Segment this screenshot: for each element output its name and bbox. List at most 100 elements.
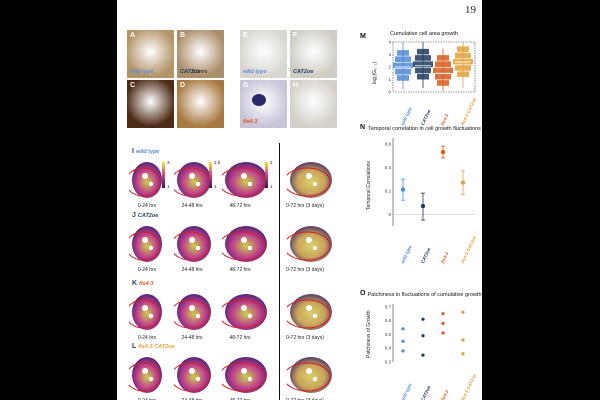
growth-heatmap [174,162,211,198]
y-tick-label: 0.6 [385,318,392,323]
x-category-label: fls4-3 [440,389,450,400]
panel-m-chart: 0 1 2 3 4 [388,40,476,95]
data-point [401,327,405,331]
box-segment [435,73,451,80]
photo-caption: fls4-3 [243,119,258,125]
growth-heatmap [222,162,267,198]
stain-blob [252,94,266,106]
data-point [420,203,426,209]
row-label: J CAT2oe [132,212,158,219]
box-segment [437,80,449,86]
row-genotype: wild type [135,149,160,155]
data-point [401,349,405,353]
row-genotype: fls4-3 [139,281,154,287]
data-point [441,312,445,316]
x-category-label: fls4-3 CAT2oe [460,97,478,127]
y-tick-label: 0.4 [385,346,392,351]
time-caption: 48-72 hrs [229,335,251,341]
time-caption: 48-72 hrs [218,398,262,400]
box-segment [433,67,453,74]
panel-divider [279,143,280,400]
box-segment [395,68,411,75]
x-category-label: fls4-3 [440,113,450,127]
x-category-label: CAT2oe [420,384,432,400]
panel-n-ylabel: Temporal Correlations [366,161,372,210]
box-segment [415,55,431,61]
row-letter: K [132,280,138,287]
data-point [461,338,465,342]
panel-m-ylabel: log₂(G₀₋₁) [372,61,378,84]
growth-heatmap [222,226,267,262]
time-caption: 0-24 hrs [125,398,169,400]
box-segment [455,52,471,59]
row-letter: J [132,212,136,219]
time-caption: 0-24 hrs [137,267,157,273]
photo-letter: F [293,32,298,39]
box-segment [457,71,469,77]
colorbar [209,162,212,188]
growth-heatmap [129,357,162,393]
photo-caption: wild type [243,69,267,75]
y-tick-label: 0.7 [385,304,392,309]
growth-heatmap [287,162,332,198]
photo-caption: wild type [130,69,154,75]
growth-heatmap [222,357,267,393]
y-tick-label: 0.2 [385,188,392,193]
data-point [441,321,445,325]
data-point [421,334,425,338]
box-segment [397,50,409,56]
panel-n-letter: N [360,124,366,131]
data-point [421,317,425,321]
colorbar [162,162,165,188]
y-tick-label: 3 [388,52,391,57]
y-tick-label: 2 [388,65,391,70]
row-letter: L [132,343,137,350]
photo-letter: D [180,82,186,89]
photo-letter: A [130,32,136,39]
box-segment [435,61,451,67]
growth-heatmap [174,357,211,393]
colorbar-tick: 1 [167,184,170,189]
box-segment [413,61,433,67]
growth-heatmap [129,294,162,330]
x-category-label: fls4-3 CAT2oe [460,235,478,265]
panel-o-title: Patchiness in fluctuations of cumulative… [367,292,482,298]
growth-heatmap [287,357,332,393]
photo-letter: E [243,32,248,39]
panel-n-title: Temporal correlation in cell growth fluc… [368,126,481,132]
growth-heatmap [222,294,267,330]
panel-o-chart: 0.3 0.4 0.5 0.6 0.7 [385,304,465,365]
y-tick-label: 0 [388,212,391,217]
photo-letter: H [293,82,299,89]
x-category-label: wild type [400,244,413,265]
panel-o-ylabel: Patchiness of Growth [366,310,372,358]
growth-heatmap [287,294,332,330]
row-letter: I [132,148,134,155]
photo-caption: CAT2oe [293,69,314,75]
time-caption: 24-48 hrs [181,267,203,273]
y-tick-label: 0 [388,90,391,95]
x-category-label: fls4-3 [440,251,450,265]
box-segment [437,55,449,61]
colorbar-tick: 2 [270,160,273,165]
row-genotype: fls4-3 CAT2oe [138,344,175,350]
time-caption: 0-24 hrs [137,203,157,209]
data-point [400,187,406,192]
scale-bar-label: 0.5mm [192,69,208,75]
panel-m-letter: M [360,33,366,40]
growth-heatmap [287,226,332,262]
time-caption: 0-72 hrs (3 days) [283,398,327,400]
data-point [421,353,425,357]
y-tick-label: 4 [388,40,391,45]
y-tick-label: 0.4 [385,165,392,170]
box-segment [397,75,409,81]
y-tick-label: 0.6 [385,141,392,146]
growth-heatmap [129,162,162,198]
row-genotype: CAT2oe [137,213,159,219]
photo-f: F CAT2oe [290,30,337,78]
